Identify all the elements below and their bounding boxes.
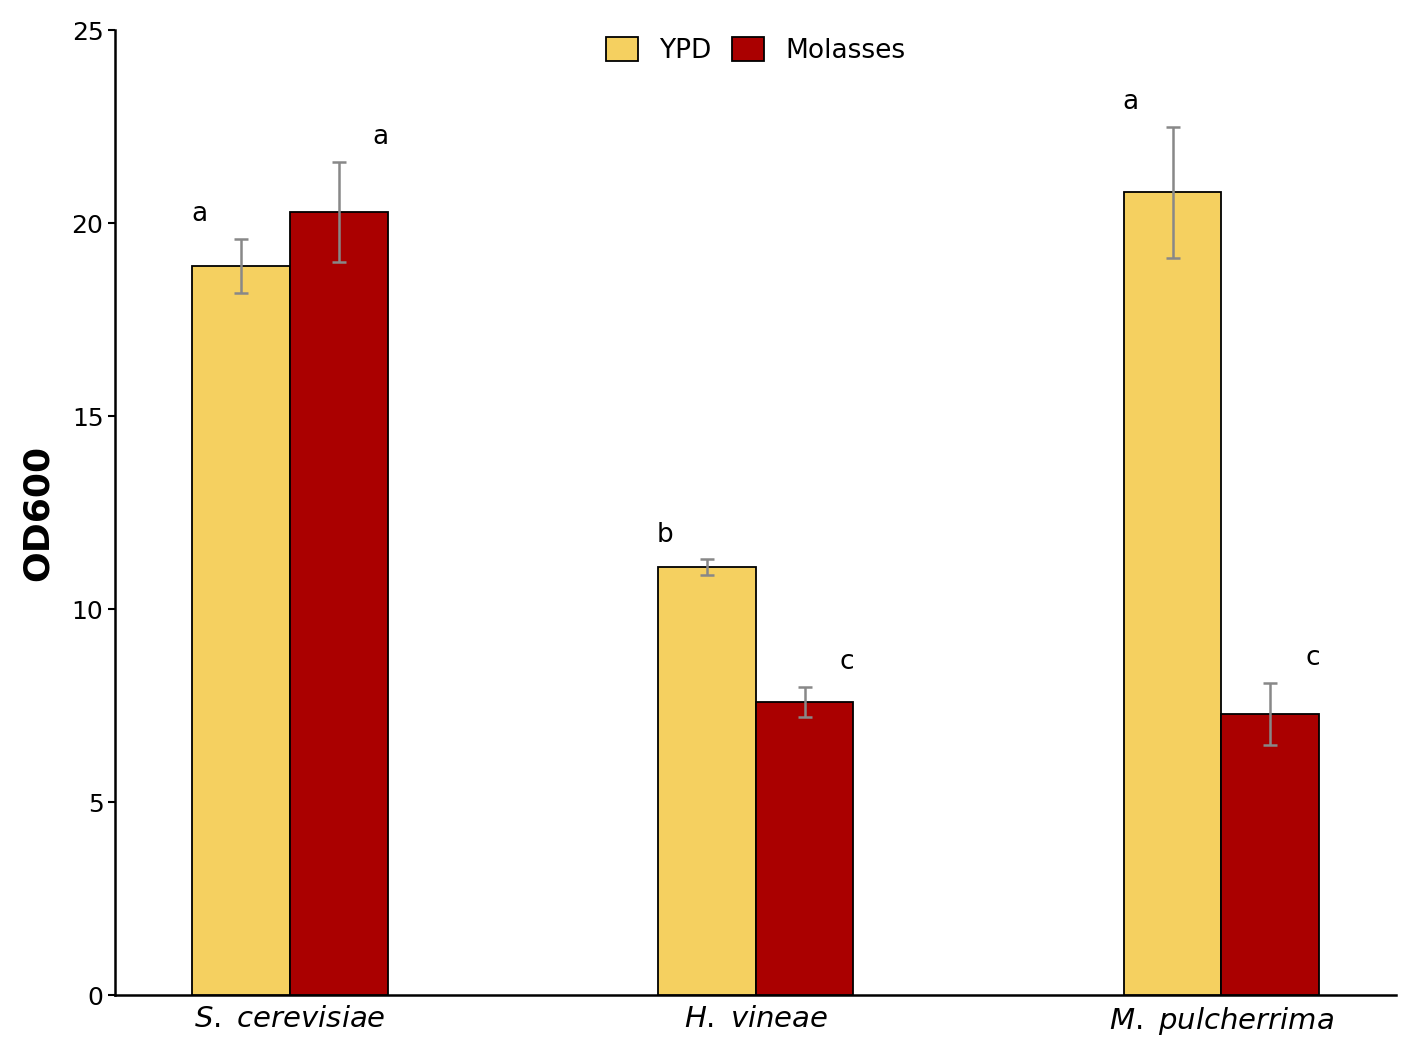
Bar <box>193 266 290 996</box>
Text: a: a <box>191 201 207 227</box>
Bar <box>1124 193 1221 996</box>
Bar <box>755 703 853 996</box>
Y-axis label: OD600: OD600 <box>21 444 55 581</box>
Text: c: c <box>839 649 854 675</box>
Text: a: a <box>1122 89 1139 115</box>
Text: b: b <box>656 522 673 548</box>
Text: c: c <box>1305 645 1319 671</box>
Legend: YPD, Molasses: YPD, Molasses <box>592 24 918 77</box>
Bar <box>290 212 388 996</box>
Bar <box>657 567 755 996</box>
Text: a: a <box>373 124 388 150</box>
Bar <box>1221 714 1319 996</box>
